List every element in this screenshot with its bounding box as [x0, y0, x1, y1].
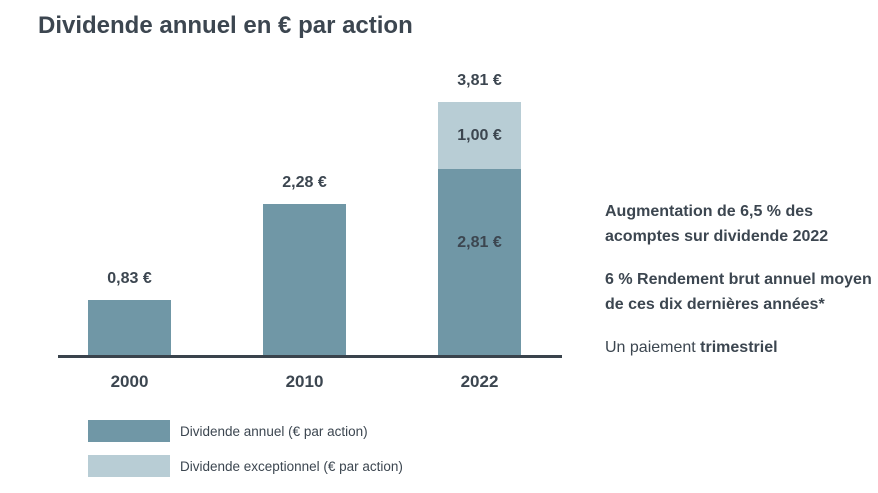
legend-item-annual: Dividende annuel (€ par action) [88, 420, 368, 442]
note-prefix: Un paiement [605, 339, 701, 356]
legend-swatch-annual [88, 420, 170, 442]
bar-2022-exceptional-segment: 1,00 € [438, 102, 521, 169]
bar-2022-total-label: 3,81 € [457, 72, 502, 90]
note-dividend-increase: Augmentation de 6,5 % des acomptes sur d… [605, 199, 878, 249]
note-line: acomptes sur dividende 2022 [605, 228, 829, 245]
bar-2022-annual-value-label: 2,81 € [457, 234, 502, 252]
legend-swatch-exceptional [88, 455, 170, 477]
bar-2022: 3,81 € 1,00 € 2,81 € [438, 72, 521, 355]
bar-2010: 2,28 € [263, 174, 346, 355]
note-line: Augmentation de 6,5 % des [605, 203, 814, 220]
bar-2022-annual-segment: 2,81 € [438, 168, 521, 355]
note-gross-yield: 6 % Rendement brut annuel moyen de ces d… [605, 267, 878, 317]
legend-label-annual: Dividende annuel (€ par action) [180, 423, 368, 439]
notes-panel: Augmentation de 6,5 % des acomptes sur d… [605, 199, 878, 378]
note-line: 6 % Rendement brut annuel moyen [605, 271, 872, 288]
page-title: Dividende annuel en € par action [38, 12, 413, 39]
bar-2000-total-label: 0,83 € [107, 269, 152, 287]
legend-label-exceptional: Dividende exceptionnel (€ par action) [180, 458, 403, 474]
bar-2010-total-label: 2,28 € [282, 173, 327, 191]
note-quarterly-payment: Un paiement trimestriel [605, 335, 878, 360]
bar-2000-annual-segment [88, 299, 171, 355]
x-tick-2022: 2022 [460, 372, 499, 391]
x-tick-2010: 2010 [285, 372, 324, 391]
x-tick-2000: 2000 [110, 372, 149, 391]
bar-2010-annual-segment [263, 203, 346, 355]
legend-item-exceptional: Dividende exceptionnel (€ par action) [88, 455, 403, 477]
x-axis-line [58, 355, 562, 358]
note-line: de ces dix dernières années* [605, 296, 825, 313]
note-bold-word: trimestriel [700, 339, 778, 356]
bar-2000: 0,83 € [88, 270, 171, 355]
bar-2022-exceptional-value-label: 1,00 € [457, 126, 502, 144]
